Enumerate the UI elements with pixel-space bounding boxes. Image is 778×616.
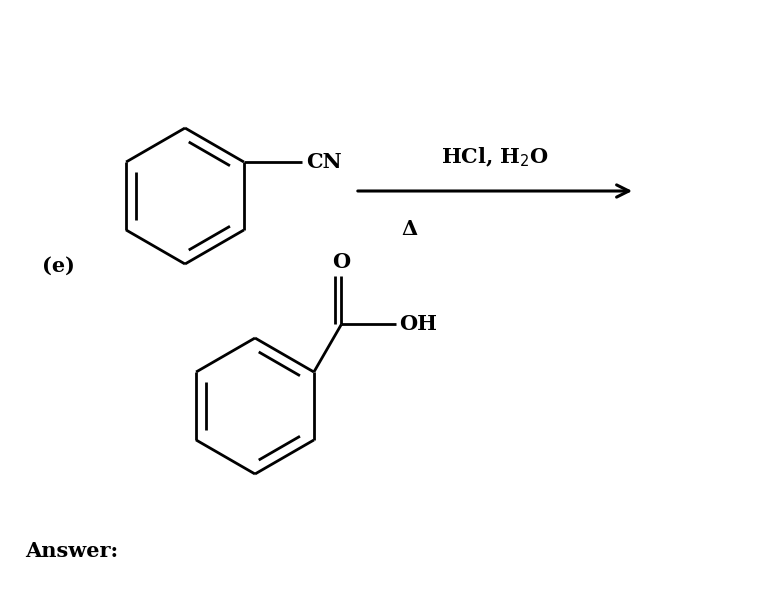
Text: (e): (e) [42, 256, 75, 276]
Text: O: O [332, 253, 350, 272]
Text: OH: OH [399, 314, 437, 334]
Text: HCl, H$_2$O: HCl, H$_2$O [441, 146, 549, 169]
Text: Δ: Δ [402, 219, 418, 239]
Text: CN: CN [306, 152, 342, 172]
Text: Answer:: Answer: [25, 541, 118, 561]
